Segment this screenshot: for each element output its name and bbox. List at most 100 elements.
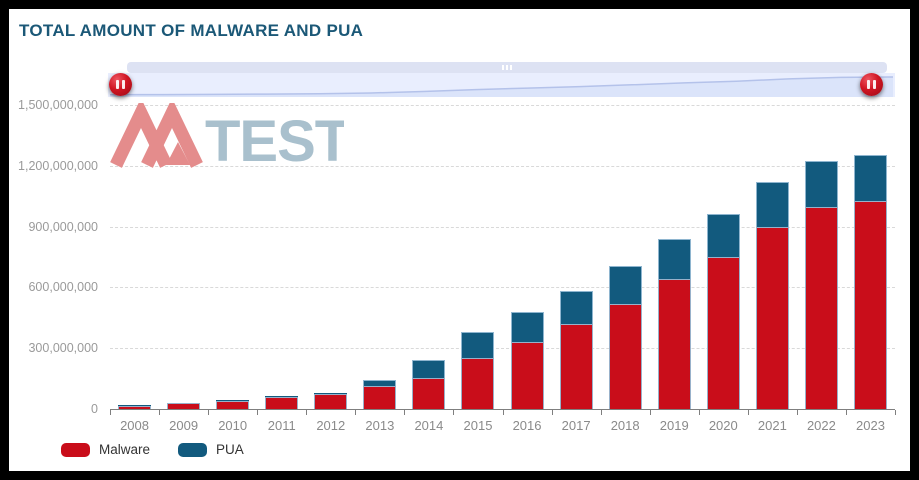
- x-axis-label-2020: 2020: [708, 418, 738, 433]
- bar-malware-2023[interactable]: [853, 201, 887, 409]
- bar-pua-2021[interactable]: [755, 182, 789, 227]
- pause-icon: [867, 80, 870, 89]
- axis-tick: [796, 410, 798, 415]
- chart-title: TOTAL AMOUNT OF MALWARE AND PUA: [19, 21, 364, 40]
- bar-pua-2016[interactable]: [510, 311, 544, 343]
- x-axis-label-2009: 2009: [169, 418, 199, 433]
- pua-swatch-icon: [178, 442, 208, 457]
- axis-tick: [453, 410, 455, 415]
- y-axis-label: 300,000,000: [28, 341, 98, 356]
- navigator-series-chart: [109, 76, 894, 97]
- bar-malware-2008[interactable]: [118, 405, 152, 409]
- bar-group-2009: [159, 105, 208, 409]
- axis-tick: [649, 410, 651, 415]
- x-axis-label-2010: 2010: [218, 418, 248, 433]
- axis-tick: [551, 410, 553, 415]
- x-axis-label-2021: 2021: [757, 418, 787, 433]
- range-navigator: [108, 62, 895, 97]
- bar-group-2022: [797, 105, 846, 409]
- y-axis: 0 300,000,000 600,000,000 900,000,000 1,200,…: [9, 98, 104, 416]
- x-axis-ticks: [110, 409, 896, 415]
- legend-label: Malware: [99, 442, 151, 457]
- bar-group-2020: [699, 105, 748, 409]
- bar-pua-2018[interactable]: [608, 265, 642, 304]
- x-axis-label-2022: 2022: [806, 418, 836, 433]
- bar-pua-2022[interactable]: [804, 161, 838, 208]
- bar-malware-2014[interactable]: [412, 377, 446, 409]
- axis-tick: [257, 410, 259, 415]
- plot-area: [110, 105, 896, 415]
- bar-group-2008: [110, 105, 159, 409]
- bar-malware-2021[interactable]: [755, 226, 789, 409]
- navigator-scrollbar[interactable]: [127, 62, 887, 73]
- bar-malware-2020[interactable]: [706, 257, 740, 409]
- axis-tick: [404, 410, 406, 415]
- bar-malware-2017[interactable]: [559, 323, 593, 409]
- axis-tick: [159, 410, 161, 415]
- x-axis-label-2015: 2015: [463, 418, 493, 433]
- x-axis-label-2018: 2018: [610, 418, 640, 433]
- bar-pua-2020[interactable]: [706, 214, 740, 257]
- bar-group-2019: [650, 105, 699, 409]
- bar-group-2014: [404, 105, 453, 409]
- axis-tick: [208, 410, 210, 415]
- bar-pua-2012[interactable]: [314, 392, 348, 394]
- y-axis-label: 900,000,000: [28, 219, 98, 234]
- axis-tick: [502, 410, 504, 415]
- axis-tick: [110, 410, 111, 415]
- gridline: [110, 348, 895, 350]
- bar-series: [110, 105, 895, 409]
- navigator-handle-left[interactable]: [109, 73, 132, 96]
- bar-group-2010: [208, 105, 257, 409]
- bar-malware-2018[interactable]: [608, 303, 642, 409]
- bar-group-2016: [503, 105, 552, 409]
- pause-icon: [116, 80, 119, 89]
- bar-pua-2014[interactable]: [412, 359, 446, 378]
- x-axis-label-2016: 2016: [512, 418, 542, 433]
- bar-group-2013: [355, 105, 404, 409]
- y-axis-label: 0: [91, 402, 98, 416]
- x-axis-label-2019: 2019: [659, 418, 689, 433]
- axis-tick: [698, 410, 700, 415]
- malware-swatch-icon: [61, 442, 90, 457]
- pause-icon: [873, 80, 876, 89]
- navigator-grip-icon[interactable]: [502, 65, 512, 70]
- y-axis-label: 1,200,000,000: [18, 158, 98, 173]
- bar-pua-2010[interactable]: [216, 400, 250, 401]
- x-axis-label-2017: 2017: [561, 418, 591, 433]
- bar-malware-2015[interactable]: [461, 358, 495, 409]
- legend-label: PUA: [216, 442, 244, 457]
- legend: Malware PUA: [61, 442, 244, 457]
- bar-pua-2023[interactable]: [853, 155, 887, 202]
- navigator-handle-right[interactable]: [860, 73, 883, 96]
- bar-group-2021: [748, 105, 797, 409]
- x-axis-label-2012: 2012: [316, 418, 346, 433]
- x-axis-label-2011: 2011: [267, 418, 296, 433]
- bar-group-2015: [453, 105, 502, 409]
- bar-malware-2019[interactable]: [657, 279, 691, 409]
- gridline: [110, 287, 895, 289]
- bar-pua-2011[interactable]: [265, 396, 299, 397]
- bar-pua-2017[interactable]: [559, 290, 593, 324]
- bar-malware-2011[interactable]: [265, 396, 299, 409]
- legend-item-malware[interactable]: Malware: [61, 442, 150, 457]
- navigator-preview[interactable]: [108, 73, 895, 97]
- bar-group-2018: [601, 105, 650, 409]
- x-axis-label-2014: 2014: [414, 418, 444, 433]
- bar-malware-2010[interactable]: [216, 400, 250, 409]
- x-axis-labels: 2008 2009 2010 2011 2012 2013 2014 2015 2016 2017…: [110, 415, 895, 433]
- gridline: [110, 226, 895, 228]
- bar-pua-2019[interactable]: [657, 238, 691, 280]
- axis-tick: [355, 410, 357, 415]
- axis-tick: [600, 410, 602, 415]
- bar-pua-2015[interactable]: [461, 332, 495, 359]
- bar-malware-2009[interactable]: [167, 403, 201, 409]
- bar-malware-2012[interactable]: [314, 393, 348, 409]
- bar-malware-2016[interactable]: [510, 342, 544, 409]
- x-axis-label-2013: 2013: [365, 418, 395, 433]
- bar-group-2012: [306, 105, 355, 409]
- bar-malware-2013[interactable]: [363, 385, 397, 409]
- bar-malware-2022[interactable]: [804, 207, 838, 409]
- bar-pua-2013[interactable]: [363, 380, 397, 386]
- legend-item-pua[interactable]: PUA: [178, 442, 244, 457]
